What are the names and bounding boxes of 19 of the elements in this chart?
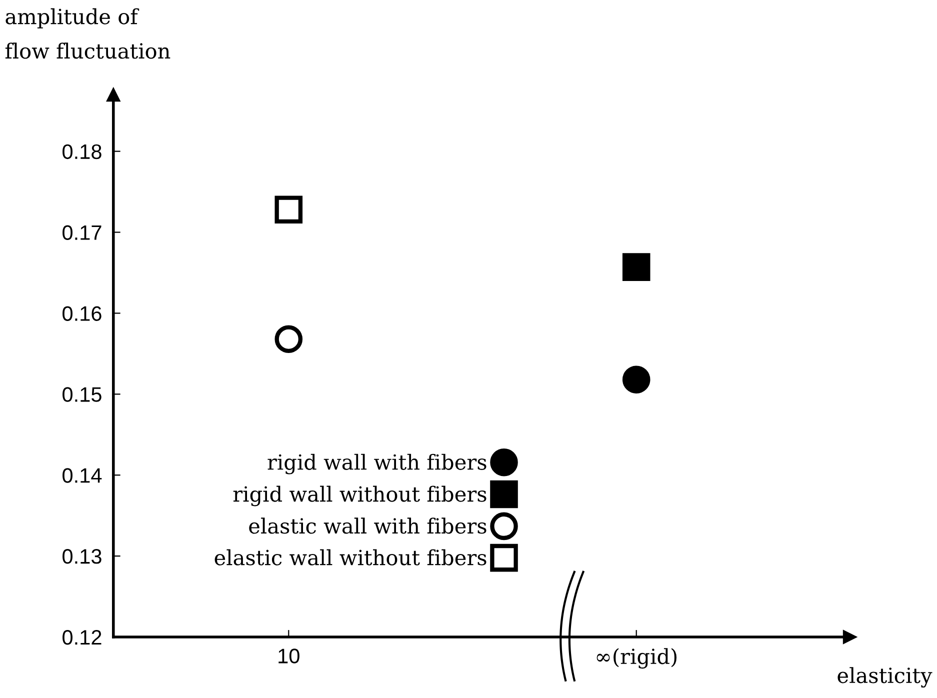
y-tick-label: 0.16 xyxy=(62,306,102,321)
legend-label: elastic wall with fibers xyxy=(249,518,486,534)
x-axis-title: elasticity xyxy=(838,667,932,688)
legend-label: rigid wall without fibers xyxy=(233,486,486,506)
y-tick-label: 0.12 xyxy=(62,630,102,645)
y-tick-label: 0.13 xyxy=(62,549,102,564)
point xyxy=(274,196,303,224)
y-tick-label: 0.17 xyxy=(62,225,102,240)
y-tick-label: 0.18 xyxy=(62,144,102,160)
y-tick-label: 0.15 xyxy=(62,387,102,402)
legend-label: rigid wall with fibers xyxy=(268,454,486,474)
x-tick-label: 10 xyxy=(278,648,300,664)
point xyxy=(622,366,650,394)
y-tick-label: 0.14 xyxy=(62,468,102,483)
legend-label: elastic wall without fibers xyxy=(214,549,486,566)
x-tick-label: ∞(rigid) xyxy=(596,648,676,669)
y-axis-title: amplitude of flow fluctuation xyxy=(5,8,170,59)
point xyxy=(622,253,650,281)
point xyxy=(274,325,303,353)
